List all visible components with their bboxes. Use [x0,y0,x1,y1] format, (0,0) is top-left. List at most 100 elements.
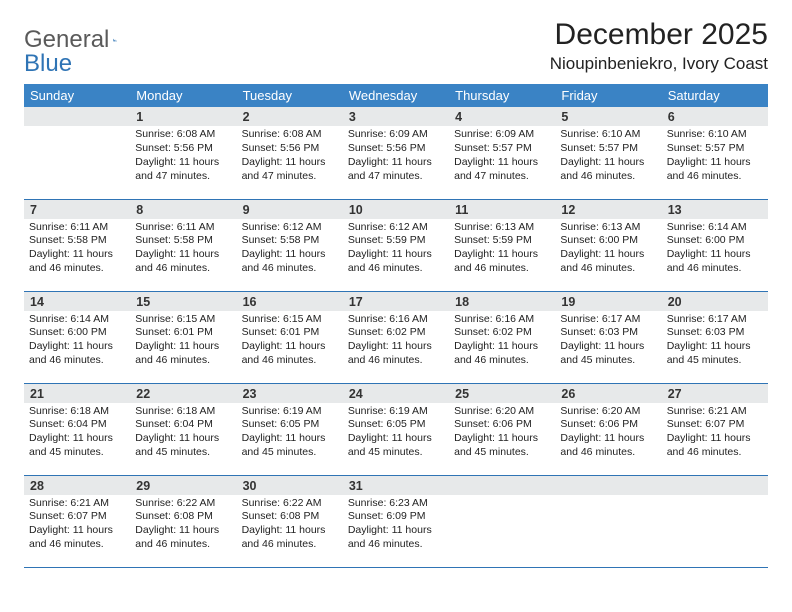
day-info: Sunrise: 6:10 AMSunset: 5:57 PMDaylight:… [555,126,661,187]
day-number: 25 [449,384,555,403]
calendar-cell: 27Sunrise: 6:21 AMSunset: 6:07 PMDayligh… [662,383,768,475]
day-number [24,107,130,126]
day-info: Sunrise: 6:15 AMSunset: 6:01 PMDaylight:… [130,311,236,372]
day-info: Sunrise: 6:19 AMSunset: 6:05 PMDaylight:… [343,403,449,464]
day-info: Sunrise: 6:19 AMSunset: 6:05 PMDaylight:… [237,403,343,464]
weekday-header: Saturday [662,84,768,107]
weekday-header: Friday [555,84,661,107]
calendar-cell: 21Sunrise: 6:18 AMSunset: 6:04 PMDayligh… [24,383,130,475]
calendar-cell: 29Sunrise: 6:22 AMSunset: 6:08 PMDayligh… [130,475,236,567]
weekday-header: Monday [130,84,236,107]
title-group: December 2025 Nioupinbeniekro, Ivory Coa… [550,18,768,74]
calendar-cell: 15Sunrise: 6:15 AMSunset: 6:01 PMDayligh… [130,291,236,383]
day-number: 28 [24,476,130,495]
calendar-cell [24,107,130,199]
weekday-header: Sunday [24,84,130,107]
calendar-cell: 24Sunrise: 6:19 AMSunset: 6:05 PMDayligh… [343,383,449,475]
day-number: 16 [237,292,343,311]
calendar-cell: 25Sunrise: 6:20 AMSunset: 6:06 PMDayligh… [449,383,555,475]
logo: General [24,18,139,54]
day-info: Sunrise: 6:11 AMSunset: 5:58 PMDaylight:… [24,219,130,280]
day-info: Sunrise: 6:21 AMSunset: 6:07 PMDaylight:… [662,403,768,464]
day-info: Sunrise: 6:13 AMSunset: 6:00 PMDaylight:… [555,219,661,280]
calendar-cell: 6Sunrise: 6:10 AMSunset: 5:57 PMDaylight… [662,107,768,199]
calendar-cell: 4Sunrise: 6:09 AMSunset: 5:57 PMDaylight… [449,107,555,199]
calendar-cell: 30Sunrise: 6:22 AMSunset: 6:08 PMDayligh… [237,475,343,567]
day-number [555,476,661,495]
weekday-header: Wednesday [343,84,449,107]
day-info: Sunrise: 6:11 AMSunset: 5:58 PMDaylight:… [130,219,236,280]
calendar-cell: 17Sunrise: 6:16 AMSunset: 6:02 PMDayligh… [343,291,449,383]
day-number: 18 [449,292,555,311]
day-info: Sunrise: 6:12 AMSunset: 5:59 PMDaylight:… [343,219,449,280]
calendar-cell: 20Sunrise: 6:17 AMSunset: 6:03 PMDayligh… [662,291,768,383]
calendar-cell: 8Sunrise: 6:11 AMSunset: 5:58 PMDaylight… [130,199,236,291]
day-info: Sunrise: 6:20 AMSunset: 6:06 PMDaylight:… [555,403,661,464]
day-number: 27 [662,384,768,403]
day-number: 4 [449,107,555,126]
day-info: Sunrise: 6:15 AMSunset: 6:01 PMDaylight:… [237,311,343,372]
calendar-cell: 31Sunrise: 6:23 AMSunset: 6:09 PMDayligh… [343,475,449,567]
day-info: Sunrise: 6:22 AMSunset: 6:08 PMDaylight:… [130,495,236,556]
day-number: 5 [555,107,661,126]
day-info: Sunrise: 6:09 AMSunset: 5:57 PMDaylight:… [449,126,555,187]
day-number: 8 [130,200,236,219]
calendar-cell: 28Sunrise: 6:21 AMSunset: 6:07 PMDayligh… [24,475,130,567]
day-number: 1 [130,107,236,126]
day-number: 7 [24,200,130,219]
calendar-cell: 2Sunrise: 6:08 AMSunset: 5:56 PMDaylight… [237,107,343,199]
calendar-cell: 11Sunrise: 6:13 AMSunset: 5:59 PMDayligh… [449,199,555,291]
calendar-cell: 9Sunrise: 6:12 AMSunset: 5:58 PMDaylight… [237,199,343,291]
weekday-header: Thursday [449,84,555,107]
day-info: Sunrise: 6:16 AMSunset: 6:02 PMDaylight:… [449,311,555,372]
calendar-body: 1Sunrise: 6:08 AMSunset: 5:56 PMDaylight… [24,107,768,567]
day-number: 17 [343,292,449,311]
calendar-cell: 14Sunrise: 6:14 AMSunset: 6:00 PMDayligh… [24,291,130,383]
day-info: Sunrise: 6:08 AMSunset: 5:56 PMDaylight:… [130,126,236,187]
calendar-cell: 19Sunrise: 6:17 AMSunset: 6:03 PMDayligh… [555,291,661,383]
day-info: Sunrise: 6:12 AMSunset: 5:58 PMDaylight:… [237,219,343,280]
day-number: 3 [343,107,449,126]
calendar-cell: 10Sunrise: 6:12 AMSunset: 5:59 PMDayligh… [343,199,449,291]
day-number: 12 [555,200,661,219]
day-number: 20 [662,292,768,311]
day-info: Sunrise: 6:14 AMSunset: 6:00 PMDaylight:… [24,311,130,372]
calendar-cell: 3Sunrise: 6:09 AMSunset: 5:56 PMDaylight… [343,107,449,199]
day-info: Sunrise: 6:16 AMSunset: 6:02 PMDaylight:… [343,311,449,372]
calendar-table: SundayMondayTuesdayWednesdayThursdayFrid… [24,84,768,568]
calendar-cell: 22Sunrise: 6:18 AMSunset: 6:04 PMDayligh… [130,383,236,475]
day-number [662,476,768,495]
day-number: 30 [237,476,343,495]
day-number: 6 [662,107,768,126]
day-number: 9 [237,200,343,219]
day-info: Sunrise: 6:21 AMSunset: 6:07 PMDaylight:… [24,495,130,556]
calendar-cell: 5Sunrise: 6:10 AMSunset: 5:57 PMDaylight… [555,107,661,199]
calendar-cell: 13Sunrise: 6:14 AMSunset: 6:00 PMDayligh… [662,199,768,291]
calendar-cell: 7Sunrise: 6:11 AMSunset: 5:58 PMDaylight… [24,199,130,291]
day-info: Sunrise: 6:23 AMSunset: 6:09 PMDaylight:… [343,495,449,556]
calendar-cell: 26Sunrise: 6:20 AMSunset: 6:06 PMDayligh… [555,383,661,475]
day-info: Sunrise: 6:18 AMSunset: 6:04 PMDaylight:… [24,403,130,464]
day-info: Sunrise: 6:09 AMSunset: 5:56 PMDaylight:… [343,126,449,187]
day-number: 14 [24,292,130,311]
day-info: Sunrise: 6:13 AMSunset: 5:59 PMDaylight:… [449,219,555,280]
calendar-cell [449,475,555,567]
day-number [449,476,555,495]
day-number: 21 [24,384,130,403]
logo-sail-icon [113,30,117,50]
day-number: 2 [237,107,343,126]
day-number: 24 [343,384,449,403]
day-number: 31 [343,476,449,495]
weekday-header: Tuesday [237,84,343,107]
month-title: December 2025 [550,18,768,52]
day-info: Sunrise: 6:17 AMSunset: 6:03 PMDaylight:… [662,311,768,372]
day-number: 11 [449,200,555,219]
day-info: Sunrise: 6:14 AMSunset: 6:00 PMDaylight:… [662,219,768,280]
day-number: 22 [130,384,236,403]
logo-blue: Blue [24,50,72,78]
day-number: 23 [237,384,343,403]
calendar-cell: 16Sunrise: 6:15 AMSunset: 6:01 PMDayligh… [237,291,343,383]
day-number: 10 [343,200,449,219]
day-info: Sunrise: 6:18 AMSunset: 6:04 PMDaylight:… [130,403,236,464]
calendar-cell: 23Sunrise: 6:19 AMSunset: 6:05 PMDayligh… [237,383,343,475]
